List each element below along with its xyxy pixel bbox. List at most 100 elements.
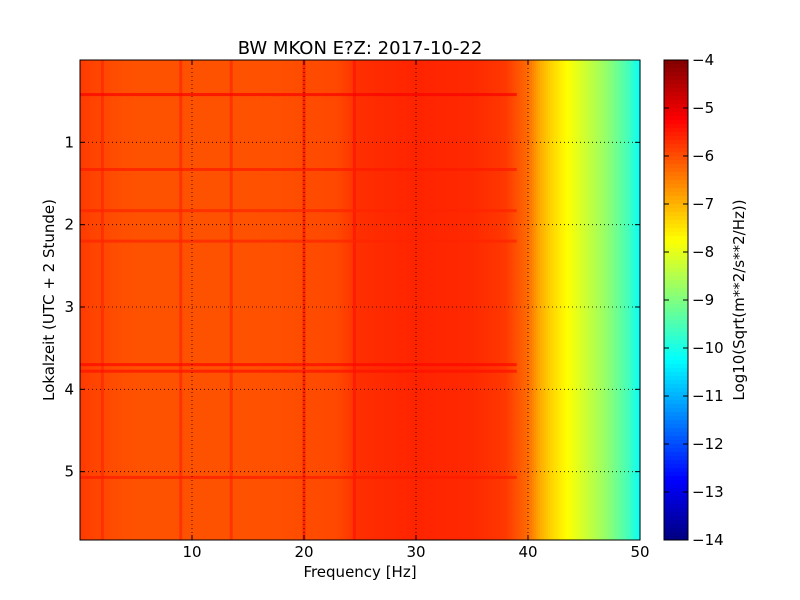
heatmap-column <box>560 60 563 540</box>
colorbar-tick-label: −9 <box>692 291 714 309</box>
heatmap-column <box>574 60 577 540</box>
heatmap-column <box>554 60 557 540</box>
colorbar-step <box>664 312 688 317</box>
colorbar-step <box>664 332 688 337</box>
heatmap-column <box>386 60 389 540</box>
heatmap-column <box>208 60 211 540</box>
y-axis-ticks: 1 2 3 4 5 <box>64 133 640 481</box>
heatmap-column <box>384 60 387 540</box>
colorbar-step <box>664 340 688 345</box>
colorbar-step <box>664 488 688 493</box>
colorbar-step <box>664 456 688 461</box>
colorbar-tick-label: −13 <box>692 483 724 501</box>
heatmap-column <box>266 60 269 540</box>
colorbar-step <box>664 492 688 497</box>
heatmap-column <box>192 60 195 540</box>
heatmap-column <box>156 60 159 540</box>
colorbar-step <box>664 248 688 253</box>
heatmap-column <box>242 60 245 540</box>
colorbar-step <box>664 148 688 153</box>
heatmap-column <box>520 60 523 540</box>
colorbar-step <box>664 80 688 85</box>
heatmap-column <box>628 60 631 540</box>
vertical-band <box>352 60 356 540</box>
heatmap-column <box>144 60 147 540</box>
heatmap-column <box>536 60 539 540</box>
colorbar-step <box>664 288 688 293</box>
heatmap-column <box>326 60 329 540</box>
heatmap-column <box>466 60 469 540</box>
y-tick-label: 4 <box>64 380 74 398</box>
colorbar-step <box>664 300 688 305</box>
heatmap-column <box>382 60 385 540</box>
heatmap-column <box>580 60 583 540</box>
colorbar-tick-label: −8 <box>692 243 714 261</box>
heatmap-column <box>404 60 407 540</box>
colorbar-tick-label: −4 <box>692 51 714 69</box>
heatmap-column <box>116 60 119 540</box>
heatmap-column <box>544 60 547 540</box>
heatmap-column <box>562 60 565 540</box>
heatmap-column <box>510 60 513 540</box>
colorbar-step <box>664 260 688 265</box>
colorbar-step <box>664 348 688 353</box>
heatmap-column <box>596 60 599 540</box>
heatmap-column <box>112 60 115 540</box>
heatmap-column <box>168 60 171 540</box>
heatmap-column <box>264 60 267 540</box>
colorbar-step <box>664 152 688 157</box>
vertical-band <box>100 60 104 540</box>
heatmap-column <box>214 60 217 540</box>
colorbar-step <box>664 416 688 421</box>
colorbar-step <box>664 220 688 225</box>
colorbar-step <box>664 500 688 505</box>
x-tick-label: 10 <box>182 543 201 561</box>
colorbar-step <box>664 468 688 473</box>
heatmap-column <box>218 60 221 540</box>
heatmap-column <box>126 60 129 540</box>
heatmap-column <box>414 60 417 540</box>
heatmap-column <box>372 60 375 540</box>
heatmap-column <box>308 60 311 540</box>
heatmap-column <box>356 60 359 540</box>
heatmap-column <box>226 60 229 540</box>
colorbar-step <box>664 520 688 525</box>
colorbar-step <box>664 188 688 193</box>
heatmap-column <box>276 60 279 540</box>
heatmap-column <box>502 60 505 540</box>
colorbar-step <box>664 232 688 237</box>
heatmap-column <box>618 60 621 540</box>
heatmap-column <box>566 60 569 540</box>
heatmap-column <box>334 60 337 540</box>
colorbar-tick-label: −7 <box>692 195 714 213</box>
colorbar-step <box>664 84 688 89</box>
heatmap-column <box>330 60 333 540</box>
colorbar-step <box>664 236 688 241</box>
heatmap-column <box>402 60 405 540</box>
heatmap-column <box>456 60 459 540</box>
colorbar-step <box>664 380 688 385</box>
heatmap-column <box>268 60 271 540</box>
x-axis-ticks: 10 20 30 40 50 <box>182 60 650 561</box>
colorbar-step <box>664 168 688 173</box>
colorbar: −4 −5 −6 −7 −8 −9 −10 −11 −12 −13 −14 <box>663 51 724 549</box>
heatmap-column <box>314 60 317 540</box>
heatmap-column <box>444 60 447 540</box>
colorbar-step <box>664 320 688 325</box>
heatmap-column <box>222 60 225 540</box>
colorbar-step <box>664 60 688 65</box>
heatmap-column <box>234 60 237 540</box>
colorbar-step <box>664 160 688 165</box>
colorbar-step <box>664 508 688 513</box>
colorbar-step <box>664 124 688 129</box>
heatmap-column <box>92 60 95 540</box>
heatmap-column <box>182 60 185 540</box>
heatmap-column <box>252 60 255 540</box>
heatmap-column <box>280 60 283 540</box>
x-tick-label: 50 <box>630 543 649 561</box>
heatmap-column <box>420 60 423 540</box>
colorbar-label: Log10(Sqrt(m**2/s**2/Hz)) <box>730 199 748 400</box>
heatmap-column <box>94 60 97 540</box>
heatmap-column <box>146 60 149 540</box>
vertical-band <box>229 60 233 540</box>
